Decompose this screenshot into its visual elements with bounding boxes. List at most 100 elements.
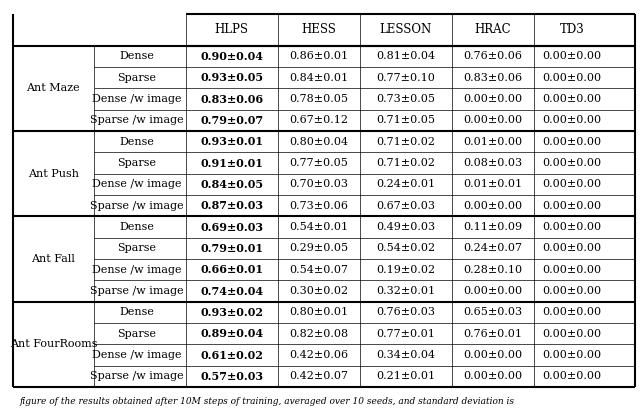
Text: Dense /w image: Dense /w image (92, 350, 181, 360)
Text: LESSON: LESSON (380, 23, 432, 36)
Text: 0.76±0.03: 0.76±0.03 (376, 307, 435, 317)
Text: 0.66±0.01: 0.66±0.01 (200, 264, 263, 275)
Text: Dense: Dense (119, 51, 154, 62)
Text: 0.00±0.00: 0.00±0.00 (542, 137, 602, 147)
Text: 0.65±0.03: 0.65±0.03 (463, 307, 522, 317)
Text: 0.83±0.06: 0.83±0.06 (463, 73, 522, 83)
Text: 0.42±0.06: 0.42±0.06 (289, 350, 348, 360)
Text: 0.81±0.04: 0.81±0.04 (376, 51, 435, 62)
Text: 0.32±0.01: 0.32±0.01 (376, 286, 435, 296)
Text: 0.08±0.03: 0.08±0.03 (463, 158, 522, 168)
Text: 0.11±0.09: 0.11±0.09 (463, 222, 522, 232)
Text: 0.89±0.04: 0.89±0.04 (200, 328, 263, 339)
Text: 0.19±0.02: 0.19±0.02 (376, 265, 435, 275)
Text: Dense: Dense (119, 222, 154, 232)
Text: 0.83±0.06: 0.83±0.06 (200, 93, 263, 104)
Text: 0.00±0.00: 0.00±0.00 (542, 73, 602, 83)
Text: Dense: Dense (119, 307, 154, 317)
Text: 0.54±0.01: 0.54±0.01 (289, 222, 348, 232)
Text: 0.93±0.02: 0.93±0.02 (200, 307, 263, 318)
Text: 0.71±0.02: 0.71±0.02 (376, 137, 435, 147)
Text: 0.28±0.10: 0.28±0.10 (463, 265, 522, 275)
Text: 0.00±0.00: 0.00±0.00 (542, 94, 602, 104)
Text: 0.54±0.07: 0.54±0.07 (289, 265, 348, 275)
Text: 0.90±0.04: 0.90±0.04 (200, 51, 263, 62)
Text: Sparse: Sparse (117, 329, 156, 339)
Text: Dense /w image: Dense /w image (92, 94, 181, 104)
Text: Ant Fall: Ant Fall (31, 254, 76, 264)
Text: 0.01±0.01: 0.01±0.01 (463, 179, 522, 189)
Text: 0.86±0.01: 0.86±0.01 (289, 51, 348, 62)
Text: 0.54±0.02: 0.54±0.02 (376, 243, 435, 253)
Text: Sparse: Sparse (117, 73, 156, 83)
Text: 0.00±0.00: 0.00±0.00 (542, 329, 602, 339)
Text: 0.73±0.05: 0.73±0.05 (376, 94, 435, 104)
Text: 0.93±0.05: 0.93±0.05 (200, 72, 263, 83)
Text: 0.01±0.00: 0.01±0.00 (463, 137, 522, 147)
Text: 0.91±0.01: 0.91±0.01 (200, 157, 263, 169)
Text: 0.87±0.03: 0.87±0.03 (200, 200, 263, 211)
Text: 0.00±0.00: 0.00±0.00 (542, 51, 602, 62)
Text: Sparse: Sparse (117, 158, 156, 168)
Text: Dense /w image: Dense /w image (92, 179, 181, 189)
Text: figure of the results obtained after 10M steps of training, averaged over 10 see: figure of the results obtained after 10M… (19, 397, 514, 406)
Text: 0.84±0.05: 0.84±0.05 (200, 179, 263, 190)
Text: 0.78±0.05: 0.78±0.05 (289, 94, 348, 104)
Text: 0.69±0.03: 0.69±0.03 (200, 221, 263, 233)
Text: 0.00±0.00: 0.00±0.00 (542, 179, 602, 189)
Text: 0.71±0.02: 0.71±0.02 (376, 158, 435, 168)
Text: 0.00±0.00: 0.00±0.00 (542, 222, 602, 232)
Text: 0.80±0.04: 0.80±0.04 (289, 137, 348, 147)
Text: 0.80±0.01: 0.80±0.01 (289, 307, 348, 317)
Text: 0.76±0.06: 0.76±0.06 (463, 51, 522, 62)
Text: Sparse /w image: Sparse /w image (90, 115, 184, 126)
Text: HRAC: HRAC (475, 23, 511, 36)
Text: Sparse /w image: Sparse /w image (90, 286, 184, 296)
Text: 0.00±0.00: 0.00±0.00 (463, 350, 522, 360)
Text: 0.82±0.08: 0.82±0.08 (289, 329, 348, 339)
Text: 0.00±0.00: 0.00±0.00 (542, 286, 602, 296)
Text: 0.00±0.00: 0.00±0.00 (542, 115, 602, 126)
Text: 0.00±0.00: 0.00±0.00 (542, 201, 602, 211)
Text: 0.67±0.03: 0.67±0.03 (376, 201, 435, 211)
Text: 0.00±0.00: 0.00±0.00 (463, 286, 522, 296)
Text: 0.24±0.07: 0.24±0.07 (463, 243, 522, 253)
Text: 0.61±0.02: 0.61±0.02 (200, 349, 263, 361)
Text: Dense /w image: Dense /w image (92, 265, 181, 275)
Text: HESS: HESS (301, 23, 336, 36)
Text: 0.84±0.01: 0.84±0.01 (289, 73, 348, 83)
Text: 0.00±0.00: 0.00±0.00 (542, 350, 602, 360)
Text: 0.00±0.00: 0.00±0.00 (463, 201, 522, 211)
Text: Sparse: Sparse (117, 243, 156, 253)
Text: 0.34±0.04: 0.34±0.04 (376, 350, 435, 360)
Text: 0.93±0.01: 0.93±0.01 (200, 136, 263, 147)
Text: 0.00±0.00: 0.00±0.00 (542, 371, 602, 381)
Text: HLPS: HLPS (215, 23, 249, 36)
Text: Dense: Dense (119, 137, 154, 147)
Text: Ant Maze: Ant Maze (26, 83, 80, 93)
Text: 0.00±0.00: 0.00±0.00 (542, 243, 602, 253)
Text: 0.79±0.01: 0.79±0.01 (200, 243, 263, 254)
Text: 0.70±0.03: 0.70±0.03 (289, 179, 348, 189)
Text: 0.00±0.00: 0.00±0.00 (542, 307, 602, 317)
Text: 0.74±0.04: 0.74±0.04 (200, 285, 263, 297)
Text: 0.76±0.01: 0.76±0.01 (463, 329, 522, 339)
Text: 0.00±0.00: 0.00±0.00 (463, 94, 522, 104)
Text: 0.00±0.00: 0.00±0.00 (463, 371, 522, 381)
Text: TD3: TD3 (559, 23, 584, 36)
Text: Sparse /w image: Sparse /w image (90, 201, 184, 211)
Text: 0.00±0.00: 0.00±0.00 (542, 158, 602, 168)
Text: 0.00±0.00: 0.00±0.00 (542, 265, 602, 275)
Text: 0.77±0.10: 0.77±0.10 (376, 73, 435, 83)
Text: 0.24±0.01: 0.24±0.01 (376, 179, 435, 189)
Text: 0.73±0.06: 0.73±0.06 (289, 201, 348, 211)
Text: 0.77±0.05: 0.77±0.05 (289, 158, 348, 168)
Text: 0.00±0.00: 0.00±0.00 (463, 115, 522, 126)
Text: 0.67±0.12: 0.67±0.12 (289, 115, 348, 126)
Text: 0.29±0.05: 0.29±0.05 (289, 243, 348, 253)
Text: 0.57±0.03: 0.57±0.03 (200, 371, 263, 382)
Text: 0.71±0.05: 0.71±0.05 (376, 115, 435, 126)
Text: Ant Push: Ant Push (28, 169, 79, 179)
Text: Ant FourRooms: Ant FourRooms (10, 339, 97, 349)
Text: Sparse /w image: Sparse /w image (90, 371, 184, 381)
